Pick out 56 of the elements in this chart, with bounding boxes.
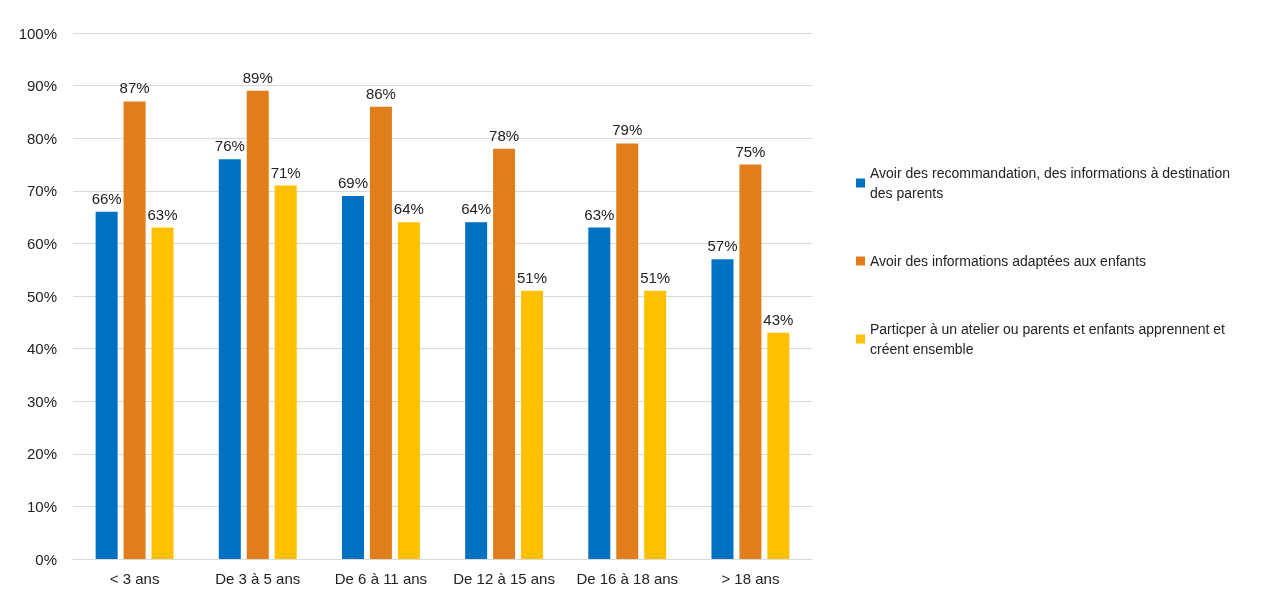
bar	[767, 332, 790, 559]
y-tick-label: 50%	[26, 287, 57, 305]
bar	[739, 164, 762, 559]
y-tick-label: 20%	[26, 445, 57, 463]
data-label: 64%	[393, 200, 424, 218]
bar	[341, 196, 364, 559]
data-label: 63%	[147, 205, 178, 223]
data-label: 43%	[763, 310, 794, 328]
bar	[123, 101, 146, 559]
y-tick-label: 80%	[26, 129, 57, 147]
x-tick-label: > 18 ans	[721, 570, 780, 587]
y-tick-label: 40%	[26, 340, 57, 358]
data-label: 79%	[612, 121, 643, 139]
data-label: 71%	[270, 163, 301, 181]
data-label: 76%	[214, 137, 245, 155]
data-label: 69%	[337, 174, 368, 192]
bar	[246, 90, 269, 559]
bar	[95, 211, 118, 559]
bar	[521, 290, 544, 559]
data-label: 75%	[735, 142, 766, 160]
data-label: 87%	[119, 79, 150, 97]
bar	[397, 222, 420, 559]
data-label: 63%	[584, 205, 615, 223]
data-label: 64%	[461, 200, 492, 218]
data-label: 51%	[517, 268, 548, 286]
y-tick-label: 30%	[26, 392, 57, 410]
data-label: 78%	[489, 126, 520, 144]
legend-label: Avoir des recommandation, des informations à destination des parents	[870, 165, 1234, 201]
y-tick-label: 60%	[26, 234, 57, 252]
x-tick-label: < 3 ans	[109, 570, 160, 587]
y-tick-label: 70%	[26, 182, 57, 200]
y-tick-label: 0%	[35, 550, 57, 568]
x-tick-label: De 3 à 5 ans	[215, 570, 301, 587]
data-label: 51%	[640, 268, 671, 286]
bar	[711, 259, 734, 559]
x-tick-label: De 6 à 11 ans	[334, 570, 428, 587]
y-tick-label: 100%	[18, 24, 57, 42]
data-label: 57%	[707, 237, 738, 255]
bar	[465, 222, 488, 559]
y-tick-label: 90%	[26, 77, 57, 95]
bar	[151, 227, 174, 559]
legend-label: Particper à un atelier ou parents et enfants apprennent et créent ensemble	[870, 321, 1229, 357]
x-tick-label: De 12 à 15 ans	[453, 570, 555, 587]
data-label: 89%	[242, 68, 273, 86]
bar	[588, 227, 611, 559]
data-label: 86%	[365, 84, 396, 102]
bar	[616, 143, 639, 559]
bar	[644, 290, 667, 559]
bar	[369, 106, 392, 559]
y-tick-label: 10%	[26, 497, 57, 515]
bar	[493, 148, 516, 559]
data-label: 66%	[91, 189, 122, 207]
legend-label: Avoir des informations adaptées aux enfants	[870, 253, 1147, 269]
bar	[218, 159, 241, 559]
bar	[274, 185, 297, 559]
x-tick-label: De 16 à 18 ans	[576, 570, 679, 587]
